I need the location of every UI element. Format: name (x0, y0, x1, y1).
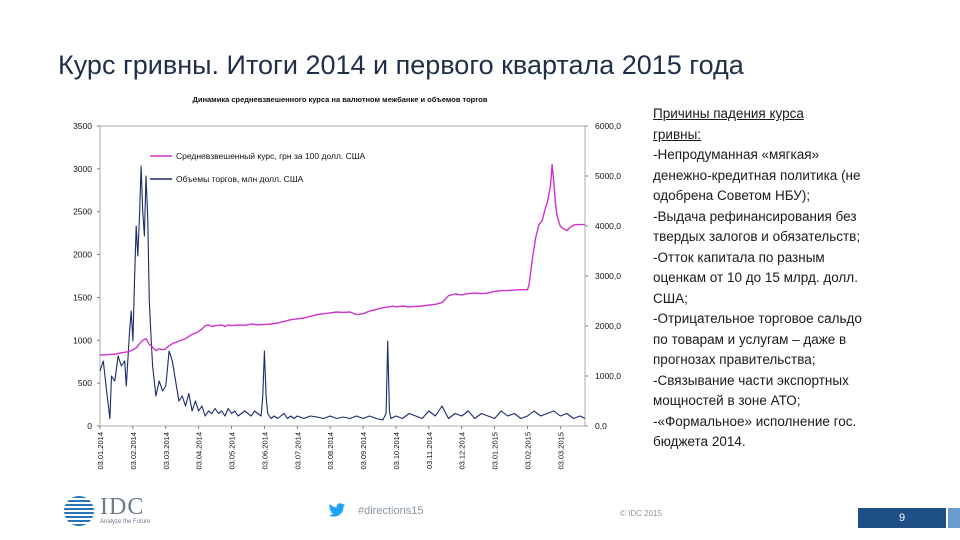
legend-label-rate: Средневзвешенный курс, грн за 100 долл. … (176, 151, 366, 161)
reasons-text-box: Причины падения курса гривны: -Непродума… (653, 104, 908, 453)
right-tick-label: 3000,0 (595, 271, 621, 281)
idc-globe-icon (64, 496, 94, 526)
x-tick-label: 03.07.2014 (293, 432, 302, 470)
left-tick-label: 0 (87, 421, 92, 431)
right-tick-label: 4000,0 (595, 221, 621, 231)
copyright-text: © IDC 2015 (620, 509, 662, 518)
reason-line: бюджета 2014. (653, 434, 746, 449)
legend-label-volume: Объемы торгов, млн долл. США (176, 174, 304, 184)
x-tick-label: 03.05.2014 (228, 432, 237, 470)
series-layer (99, 163, 586, 421)
left-tick-label: 2500 (73, 207, 92, 217)
reason-line: -Связывание части экспортных (653, 372, 849, 388)
right-tick-label: 2000,0 (595, 321, 621, 331)
reason-line: по товарам и услугам – даже в (653, 331, 847, 347)
idc-logo: IDC Analyze the Future (64, 494, 174, 528)
right-tick-label: 6000,0 (595, 121, 621, 131)
right-tick-label: 5000,0 (595, 171, 621, 181)
x-tick-label: 03.11.2014 (425, 432, 434, 469)
reason-line: одобрена Советом НБУ); (653, 188, 811, 203)
reasons-title-line: гривны: (653, 126, 702, 142)
rate-series-line (100, 163, 585, 356)
x-tick-label: 03.09.2014 (359, 432, 368, 470)
x-tick-label: 03.03.2014 (162, 432, 171, 470)
reason-line: -«Формальное» исполнение гос. (653, 413, 857, 429)
x-tick-label: 03.10.2014 (392, 432, 401, 470)
slide-title: Курс гривны. Итоги 2014 и первого кварта… (58, 50, 744, 80)
reasons-title-line: Причины падения курса (653, 106, 804, 121)
left-tick-label: 1500 (73, 292, 92, 302)
corner-decoration (948, 508, 960, 528)
reason-line: мощностей в зоне АТО; (653, 393, 801, 408)
x-tick-label: 03.02.2015 (523, 432, 532, 470)
reason-line: денежно-кредитная политика (не (653, 167, 861, 183)
left-tick-label: 3500 (73, 121, 92, 131)
reason-line: прогнозах правительства; (653, 352, 816, 367)
page-number: 9 (858, 508, 946, 528)
x-tick-label: 03.06.2014 (260, 432, 269, 470)
reason-line: -Непродуманная «мягкая» (653, 147, 820, 162)
x-tick-label: 03.08.2014 (326, 432, 335, 470)
volume-series-line (99, 165, 586, 421)
hashtag-label: #directions15 (358, 505, 424, 517)
left-tick-label: 2000 (73, 250, 92, 260)
reason-line: твердых залогов и обязательств; (653, 229, 861, 244)
reason-line: -Отток капитала по разным (653, 249, 825, 265)
logo-tagline: Analyze the Future (100, 519, 151, 525)
left-tick-label: 3000 (73, 164, 92, 174)
x-tick-label: 03.03.2015 (556, 432, 565, 470)
axis-layer: 0 500 1000 1500 2000 2500 3000 3500 0,0 1000,0 200… (73, 121, 621, 470)
twitter-icon (328, 503, 346, 517)
reason-line: оценкам от 10 до 15 млрд. долл. (653, 270, 858, 285)
x-tick-label: 03.02.2014 (129, 432, 138, 470)
logo-text: IDC (100, 494, 145, 520)
right-tick-label: 1000,0 (595, 371, 621, 381)
chart-area: Динамика средневзвешенного курса на валю… (0, 88, 650, 488)
x-tick-label: 03.01.2014 (96, 432, 105, 470)
chart-legend: Средневзвешенный курс, грн за 100 долл. … (150, 151, 366, 184)
right-tick-label: 0,0 (595, 421, 607, 431)
plot-frame (99, 125, 586, 427)
left-tick-label: 500 (78, 378, 92, 388)
x-tick-label: 03.04.2014 (195, 432, 204, 470)
x-tick-label: 03.01.2015 (491, 432, 500, 470)
x-tick-label: 03.12.2014 (458, 432, 467, 470)
reason-line: -Отрицательное торговое сальдо (653, 311, 862, 326)
chart-svg: Динамика средневзвешенного курса на валю… (73, 95, 621, 470)
reason-line: -Выдача рефинансирования без (653, 208, 857, 224)
chart-title: Динамика средневзвешенного курса на валю… (193, 95, 488, 104)
reason-line: США; (653, 290, 688, 306)
left-tick-label: 1000 (73, 335, 92, 345)
